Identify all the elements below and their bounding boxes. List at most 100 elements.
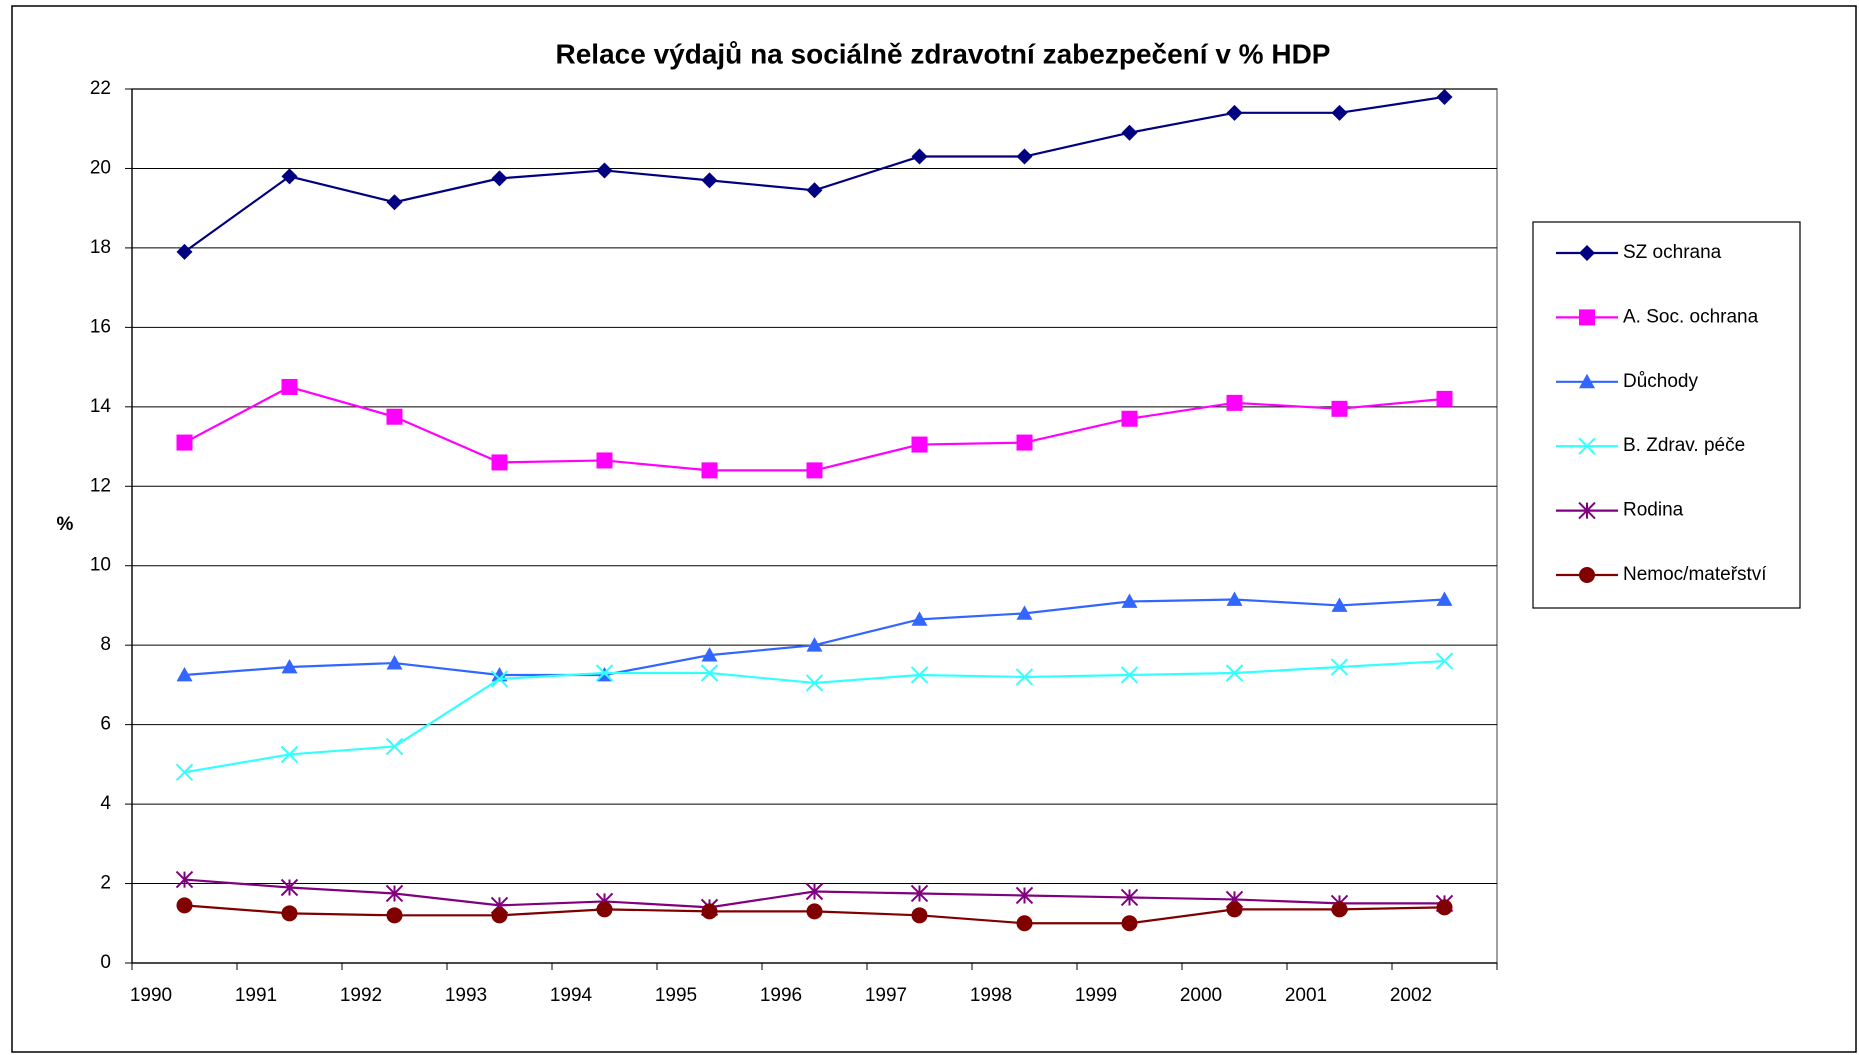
legend-marker	[1578, 501, 1596, 520]
legend-marker	[1579, 373, 1595, 389]
x-tick-label: 1997	[865, 985, 907, 1006]
data-point	[596, 162, 613, 179]
data-point	[1331, 104, 1348, 121]
data-point	[281, 168, 298, 185]
data-point	[1226, 104, 1243, 121]
y-tick-label: 4	[100, 793, 111, 814]
data-point	[1016, 434, 1033, 451]
y-tick-label: 0	[100, 952, 111, 973]
data-point	[1436, 88, 1453, 105]
data-point	[1226, 591, 1243, 606]
x-tick-label: 2002	[1390, 985, 1432, 1006]
data-point	[1121, 124, 1138, 141]
data-point	[175, 763, 194, 782]
data-point	[1121, 410, 1138, 427]
data-point	[806, 462, 823, 479]
legend-label: B. Zdrav. péče	[1623, 435, 1745, 456]
data-point	[1225, 664, 1244, 682]
data-point	[385, 737, 404, 756]
data-point	[701, 647, 718, 662]
legend-marker	[1578, 437, 1596, 455]
data-point	[1435, 652, 1454, 670]
data-point	[1016, 605, 1033, 620]
x-tick-label: 1996	[760, 985, 802, 1006]
legend-marker	[1579, 309, 1595, 326]
data-point	[280, 745, 299, 764]
plot-area	[131, 88, 1498, 964]
data-point	[280, 878, 299, 897]
legend	[1532, 221, 1801, 609]
data-point	[911, 436, 928, 453]
data-point	[385, 884, 404, 903]
legend-label: Rodina	[1623, 500, 1684, 521]
y-axis-label: %	[57, 514, 74, 535]
x-tick-label: 1994	[550, 985, 593, 1006]
y-tick-label: 16	[90, 316, 111, 337]
legend-label: SZ ochrana	[1623, 242, 1722, 263]
y-tick-label: 8	[100, 634, 111, 655]
chart-title: Relace výdajů na sociálně zdravotní zabe…	[556, 38, 1331, 69]
data-point	[1016, 148, 1033, 165]
data-point	[595, 664, 614, 682]
data-point	[910, 884, 929, 903]
data-point	[1120, 666, 1139, 684]
data-point	[1015, 886, 1034, 905]
data-point	[1331, 400, 1348, 417]
data-point	[701, 172, 718, 189]
legend-marker	[1579, 245, 1595, 261]
data-point	[1226, 901, 1243, 918]
x-tick-label: 1990	[130, 985, 172, 1006]
data-point	[386, 408, 403, 425]
data-point	[911, 611, 928, 626]
data-point	[281, 378, 298, 395]
x-tick-label: 1999	[1075, 985, 1117, 1006]
data-point	[805, 882, 824, 901]
data-point	[806, 182, 823, 199]
data-point	[806, 637, 823, 652]
y-tick-label: 2	[100, 873, 111, 894]
data-point	[491, 454, 508, 471]
y-tick-label: 14	[90, 396, 112, 417]
y-tick-label: 20	[90, 157, 111, 178]
legend-label: A. Soc. ochrana	[1623, 306, 1759, 327]
y-tick-label: 6	[100, 714, 111, 735]
data-point	[596, 452, 613, 469]
legend-label: Nemoc/mateřství	[1623, 564, 1767, 585]
y-tick-label: 12	[90, 475, 111, 496]
x-tick-label: 2000	[1180, 985, 1222, 1006]
data-point	[911, 907, 928, 924]
data-point	[1436, 899, 1453, 916]
data-point	[386, 194, 403, 211]
x-tick-label: 1992	[340, 985, 382, 1006]
data-point	[700, 664, 719, 682]
data-point	[910, 666, 929, 684]
data-point	[701, 462, 718, 479]
data-point	[281, 905, 298, 922]
data-point	[1331, 901, 1348, 918]
y-tick-label: 22	[90, 78, 111, 99]
data-point	[1226, 394, 1243, 411]
data-point	[1331, 597, 1348, 612]
data-point	[1016, 915, 1033, 932]
legend-marker	[1579, 567, 1595, 583]
data-point	[1120, 888, 1139, 907]
data-point	[176, 243, 193, 260]
x-tick-label: 1995	[655, 985, 697, 1006]
data-point	[1436, 390, 1453, 407]
data-point	[701, 903, 718, 920]
data-point	[176, 666, 193, 682]
data-point	[806, 903, 823, 920]
data-point	[491, 170, 508, 187]
x-tick-label: 1991	[235, 985, 277, 1006]
x-tick-label: 2001	[1285, 985, 1327, 1006]
data-point	[911, 148, 928, 165]
data-point	[281, 659, 298, 674]
data-point	[491, 907, 508, 924]
data-point	[386, 907, 403, 924]
data-point	[1121, 915, 1138, 932]
data-point	[490, 670, 509, 688]
data-point	[1015, 668, 1034, 686]
y-tick-label: 18	[90, 237, 111, 258]
data-point	[1436, 591, 1453, 606]
